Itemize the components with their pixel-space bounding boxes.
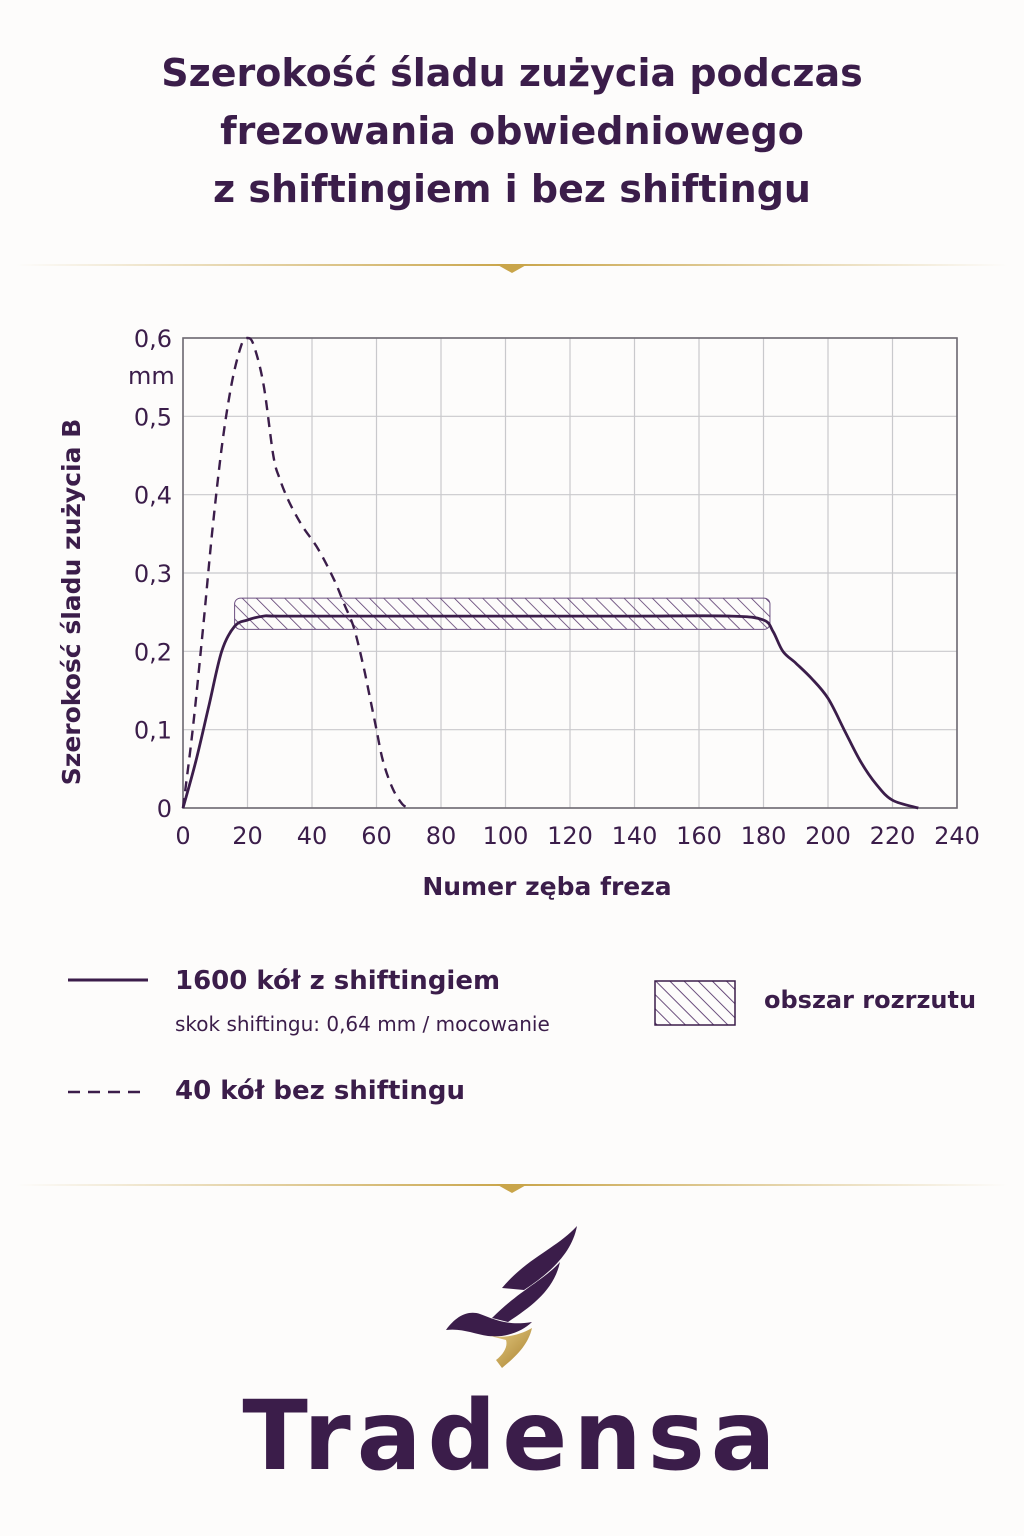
y-axis-label: Szerokość śladu zużycia B: [57, 419, 86, 785]
x-tick-label: 40: [297, 822, 328, 850]
chart: 0 20 40 60 80 100 120 140 160 180 200 220 240 0 0,1 0,2…: [57, 325, 980, 901]
y-tick-label: 0: [157, 795, 172, 823]
series-line-without-shifting: [181, 336, 410, 810]
chart-title-line-3: z shiftingiem i bez shiftingu: [213, 167, 811, 211]
x-axis-label: Numer zęba freza: [422, 872, 671, 901]
legend-dashed-swatch: [68, 1090, 148, 1094]
legend-solid-label: 1600 kół z shiftingiem: [175, 966, 501, 996]
series-line-with-shifting: [181, 614, 919, 810]
x-tick-label: 0: [175, 822, 190, 850]
x-tick-label: 200: [805, 822, 851, 850]
y-axis-unit: mm: [128, 362, 175, 390]
tick-labels: 0 20 40 60 80 100 120 140 160 180 200 220 240 0 0,1 0,2…: [134, 325, 980, 850]
chart-title: Szerokość śladu zużycia podczas frezowan…: [0, 44, 1024, 218]
x-tick-label: 220: [870, 822, 916, 850]
legend-dashed-label: 40 kół bez shiftingu: [175, 1076, 465, 1106]
brand-name: Tradensa: [242, 1380, 782, 1492]
scatter-band: [234, 597, 771, 630]
y-tick-label: 0,4: [134, 482, 172, 510]
legend-solid-swatch: [68, 978, 148, 982]
x-tick-label: 120: [547, 822, 593, 850]
y-tick-label: 0,3: [134, 560, 172, 588]
tradensa-bird-logo-icon: [446, 1226, 577, 1368]
x-tick-label: 180: [741, 822, 787, 850]
y-tick-label: 0,5: [134, 403, 172, 431]
bottom-divider: [16, 1184, 1008, 1193]
x-tick-label: 100: [483, 822, 529, 850]
y-tick-label: 0,1: [134, 717, 172, 745]
top-divider: [16, 264, 1008, 273]
legend-band-label: obszar rozrzutu: [764, 986, 977, 1014]
x-tick-label: 140: [612, 822, 658, 850]
plot-frame: [182, 337, 958, 809]
chart-title-line-2: frezowania obwiedniowego: [220, 109, 804, 153]
legend-band-swatch: [654, 980, 736, 1026]
x-tick-label: 160: [676, 822, 722, 850]
y-tick-label: 0,6: [134, 325, 172, 353]
legend-solid-sublabel: skok shiftingu: 0,64 mm / mocowanie: [175, 1012, 550, 1036]
x-tick-label: 240: [934, 822, 980, 850]
y-tick-label: 0,2: [134, 638, 172, 666]
grid: [182, 337, 958, 809]
x-tick-label: 20: [232, 822, 263, 850]
x-tick-label: 60: [361, 822, 392, 850]
chart-title-line-1: Szerokość śladu zużycia podczas: [161, 51, 863, 95]
x-tick-label: 80: [426, 822, 457, 850]
